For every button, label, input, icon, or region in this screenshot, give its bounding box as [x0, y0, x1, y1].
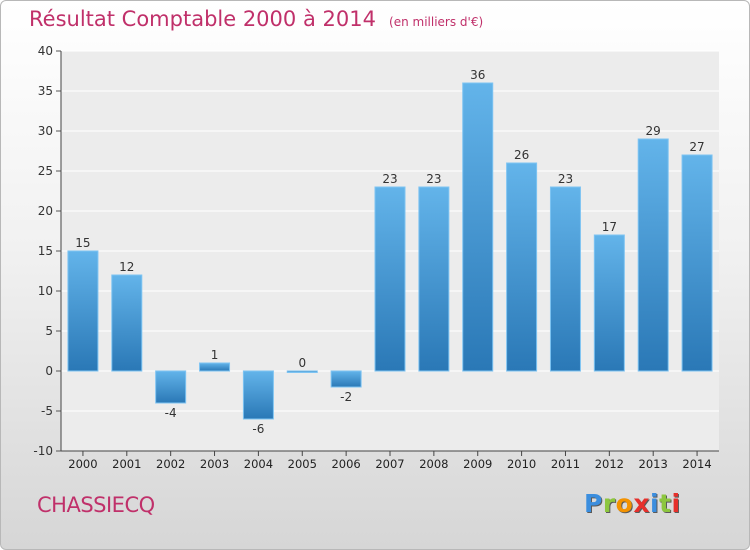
bar: [506, 162, 538, 372]
bar: [549, 186, 581, 372]
bar: [199, 362, 231, 372]
data-label: 29: [646, 124, 661, 138]
x-tick-label: 2003: [200, 457, 229, 471]
logo-letter: i: [671, 489, 681, 518]
x-tick-label: 2002: [156, 457, 185, 471]
x-tick-label: 2000: [68, 457, 97, 471]
y-tick-label: 35: [38, 84, 53, 98]
y-tick-label: 0: [45, 364, 53, 378]
bar: [462, 82, 494, 372]
x-tick-label: 2004: [244, 457, 273, 471]
data-label: 23: [558, 172, 573, 186]
data-label: 12: [119, 260, 134, 274]
bar: [67, 250, 99, 372]
x-tick-label: 2007: [375, 457, 404, 471]
bar: [155, 370, 187, 404]
bar: [593, 234, 625, 372]
data-label: 36: [470, 68, 485, 82]
x-tick-label: 2009: [463, 457, 492, 471]
logo-letter: t: [659, 489, 672, 518]
bar: [637, 138, 669, 372]
x-tick-label: 2005: [288, 457, 317, 471]
logo-letter: o: [615, 489, 634, 518]
data-label: 15: [75, 236, 90, 250]
bar: [374, 186, 406, 372]
x-tick-label: 2013: [639, 457, 668, 471]
data-label: 17: [602, 220, 617, 234]
chart-title: Résultat Comptable 2000 à 2014: [29, 7, 376, 31]
x-tick-label: 2008: [419, 457, 448, 471]
logo-letter: x: [633, 489, 650, 518]
data-label: 23: [426, 172, 441, 186]
x-tick-label: 2012: [595, 457, 624, 471]
bar: [286, 370, 318, 373]
data-label: 27: [689, 140, 704, 154]
bar: [242, 370, 274, 420]
bar: [418, 186, 450, 372]
y-tick-label: 30: [38, 124, 53, 138]
data-label: 23: [382, 172, 397, 186]
bar: [330, 370, 362, 388]
logo-letter: r: [602, 489, 616, 518]
data-label: 26: [514, 148, 529, 162]
y-tick-label: -5: [41, 404, 53, 418]
logo-letter: P: [584, 489, 603, 518]
y-tick-label: -10: [33, 444, 53, 458]
data-label: -6: [252, 422, 264, 436]
proxiti-logo: Proxiti: [584, 489, 681, 518]
y-tick-label: 10: [38, 284, 53, 298]
data-label: 1: [211, 348, 219, 362]
x-tick-label: 2011: [551, 457, 580, 471]
y-tick-label: 20: [38, 204, 53, 218]
data-label: -2: [340, 390, 352, 404]
y-tick-label: 40: [38, 44, 53, 58]
logo-letter: i: [650, 489, 660, 518]
bar: [111, 274, 143, 372]
chart-subtitle: (en milliers d'€): [389, 15, 484, 29]
x-tick-label: 2001: [112, 457, 141, 471]
x-tick-label: 2010: [507, 457, 536, 471]
data-label: -4: [165, 406, 177, 420]
bar: [681, 154, 713, 372]
commune-name: CHASSIECQ: [37, 493, 155, 517]
x-tick-label: 2014: [682, 457, 711, 471]
data-label: 0: [298, 356, 306, 370]
y-tick-label: 15: [38, 244, 53, 258]
y-tick-label: 25: [38, 164, 53, 178]
x-tick-label: 2006: [331, 457, 360, 471]
y-tick-label: 5: [45, 324, 53, 338]
chart-title-group: Résultat Comptable 2000 à 2014 (en milli…: [29, 7, 483, 31]
